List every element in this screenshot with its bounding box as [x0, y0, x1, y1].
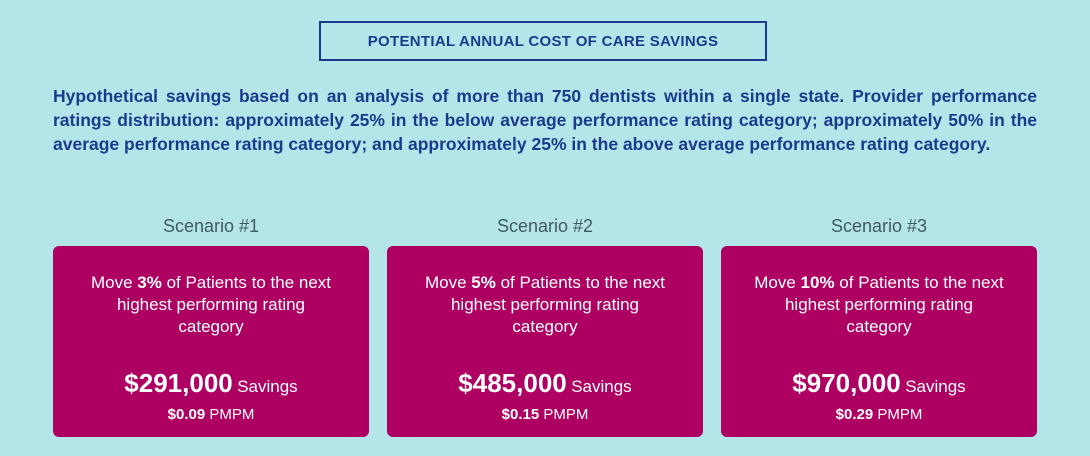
pmpm-label: PMPM: [877, 406, 923, 423]
move-suffix: of Patients to the next highest performi…: [450, 273, 666, 336]
scenario-card: Move 5% of Patients to the next highest …: [387, 246, 703, 437]
scenario-3: Scenario #3 Move 10% of Patients to the …: [721, 214, 1037, 437]
move-suffix: of Patients to the next highest performi…: [784, 273, 1004, 336]
scenario-label: Scenario #3: [830, 216, 928, 236]
scenario-card: Move 3% of Patients to the next highest …: [53, 246, 369, 437]
scenario-label: Scenario #1: [162, 216, 260, 236]
pmpm-line: $0.29 PMPM: [721, 405, 1037, 425]
savings-label: Savings: [571, 377, 632, 396]
scenario-description: Move 5% of Patients to the next highest …: [387, 272, 703, 338]
scenario-description: Move 3% of Patients to the next highest …: [53, 272, 369, 338]
move-percent: 5%: [471, 273, 496, 292]
savings-line: $291,000 Savings: [53, 367, 369, 404]
savings-label: Savings: [237, 377, 298, 396]
scenario-1: Scenario #1 Move 3% of Patients to the n…: [53, 214, 369, 437]
savings-amount: $485,000: [458, 368, 567, 398]
pmpm-line: $0.09 PMPM: [53, 405, 369, 425]
savings-label: Savings: [905, 377, 966, 396]
pmpm-value: $0.29: [835, 406, 874, 423]
savings-line: $970,000 Savings: [721, 367, 1037, 404]
move-percent: 3%: [137, 273, 162, 292]
move-prefix: Move: [754, 273, 801, 292]
move-prefix: Move: [90, 273, 138, 292]
pmpm-value: $0.15: [501, 406, 540, 423]
scenario-label: Scenario #2: [496, 216, 594, 236]
page-title-box: POTENTIAL ANNUAL COST OF CARE SAVINGS: [319, 21, 767, 61]
scenario-card: Move 10% of Patients to the next highest…: [721, 246, 1037, 437]
savings-amount: $970,000: [792, 368, 901, 398]
pmpm-label: PMPM: [543, 406, 589, 423]
move-prefix: Move: [424, 273, 472, 292]
pmpm-value: $0.09: [167, 406, 206, 423]
page-title: POTENTIAL ANNUAL COST OF CARE SAVINGS: [367, 32, 719, 50]
move-percent: 10%: [800, 273, 835, 292]
savings-line: $485,000 Savings: [387, 367, 703, 404]
scenario-description: Move 10% of Patients to the next highest…: [721, 272, 1037, 338]
savings-amount: $291,000: [124, 368, 233, 398]
pmpm-label: PMPM: [209, 406, 255, 423]
pmpm-line: $0.15 PMPM: [387, 405, 703, 425]
scenario-2: Scenario #2 Move 5% of Patients to the n…: [387, 214, 703, 437]
move-suffix: of Patients to the next highest performi…: [116, 273, 332, 336]
description-text: Hypothetical savings based on an analysi…: [53, 86, 1037, 154]
